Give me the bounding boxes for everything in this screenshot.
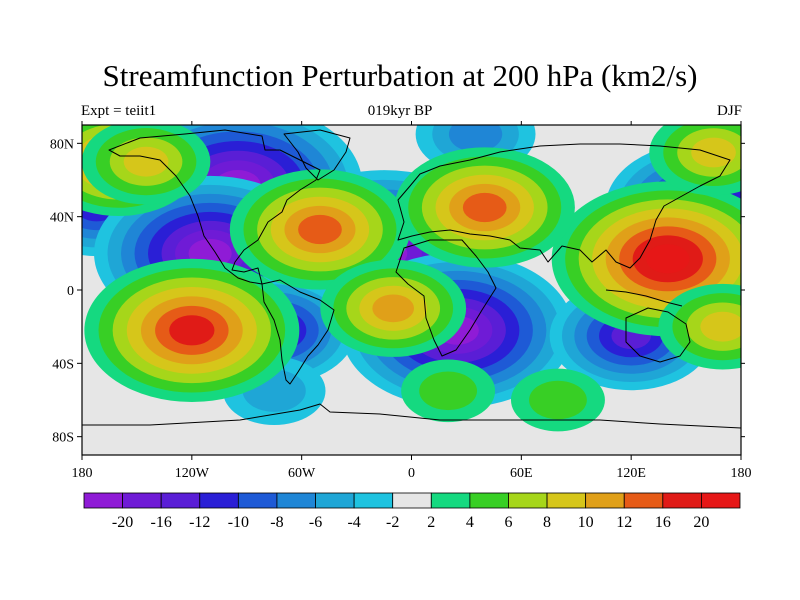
colorbar-box xyxy=(623,492,664,509)
lon-tick-label: 120W xyxy=(175,466,210,481)
field-center xyxy=(646,244,690,274)
colorbar-box xyxy=(662,492,702,509)
colorbar-box xyxy=(353,492,394,509)
colorbar-label: -10 xyxy=(228,514,249,531)
colorbar-box xyxy=(315,492,355,509)
colorbar-box xyxy=(160,492,201,509)
colorbar-label: -8 xyxy=(270,514,283,531)
colorbar-label: -20 xyxy=(112,514,133,531)
colorbar-box xyxy=(546,492,587,509)
lon-tick-label: 0 xyxy=(408,466,415,481)
colorbar-label: -12 xyxy=(189,514,210,531)
colorbar-box xyxy=(199,492,239,509)
colorbar-label: -16 xyxy=(151,514,172,531)
colorbar-box xyxy=(430,492,471,509)
colorbar-box xyxy=(585,492,625,509)
coast-africa xyxy=(395,239,497,357)
colorbar-label: 6 xyxy=(504,514,512,531)
colorbar-label: 20 xyxy=(693,514,709,531)
period-label: 019kyr BP xyxy=(367,103,433,119)
coast-indonesia xyxy=(605,289,683,307)
map-axes: 180 120W 60W 0 60E 120E 180 80N 40N 0 40S 80S xyxy=(50,121,752,481)
field-center xyxy=(691,137,736,168)
lon-tick-label: 180 xyxy=(72,466,93,481)
field-center xyxy=(169,315,215,346)
experiment-label: Expt = teiit1 xyxy=(81,103,157,119)
colorbar-label: 12 xyxy=(616,514,632,531)
coast-eurasia xyxy=(397,143,731,269)
field-center xyxy=(372,294,415,323)
colorbar-label: 2 xyxy=(427,514,435,531)
lat-tick-label: 80S xyxy=(52,431,74,446)
colorbar-box xyxy=(469,492,509,509)
lon-tick-label: 120E xyxy=(616,466,646,481)
colorbar-box xyxy=(701,492,741,509)
colorbar-label: -6 xyxy=(309,514,322,531)
coast-australia xyxy=(625,307,691,363)
colorbar-box xyxy=(392,492,432,509)
colorbar-label: 10 xyxy=(578,514,594,531)
colorbar-label: -2 xyxy=(386,514,399,531)
coast-antarctica xyxy=(82,403,741,429)
contour-field xyxy=(82,125,741,455)
colorbar-label: 8 xyxy=(543,514,551,531)
lat-tick-label: 0 xyxy=(67,284,74,299)
field-center xyxy=(123,146,169,177)
coast-greenland xyxy=(283,129,351,181)
coast-north-america xyxy=(108,129,321,285)
field-center xyxy=(462,192,507,223)
lon-tick-label: 180 xyxy=(731,466,752,481)
season-label: DJF xyxy=(716,103,742,119)
field-center xyxy=(448,125,503,152)
colorbar-box xyxy=(237,492,278,509)
colorbar-box xyxy=(508,492,548,509)
coast-south-america xyxy=(261,279,335,385)
colorbar-label: 16 xyxy=(655,514,671,531)
plot-title: Streamfunction Perturbation at 200 hPa (… xyxy=(102,58,698,93)
colorbar-label: 4 xyxy=(466,514,474,531)
lat-tick-label: 40S xyxy=(52,357,74,372)
colorbar-box xyxy=(122,492,162,509)
field-center xyxy=(529,380,587,420)
field-center xyxy=(419,371,478,411)
lon-tick-label: 60W xyxy=(288,466,316,481)
colorbar-box xyxy=(83,492,123,509)
lat-tick-label: 40N xyxy=(50,211,74,226)
coastlines xyxy=(82,129,741,429)
colorbar-box xyxy=(276,492,316,509)
field-center xyxy=(298,214,342,245)
colorbar: -20 -16 -12 -10 -8 -6 -4 -2 2 4 6 8 10 12 16 20 xyxy=(83,492,741,531)
lat-tick-label: 80N xyxy=(50,137,74,152)
colorbar-label: -4 xyxy=(347,514,360,531)
field-center xyxy=(700,311,741,342)
lon-tick-label: 60E xyxy=(510,466,533,481)
